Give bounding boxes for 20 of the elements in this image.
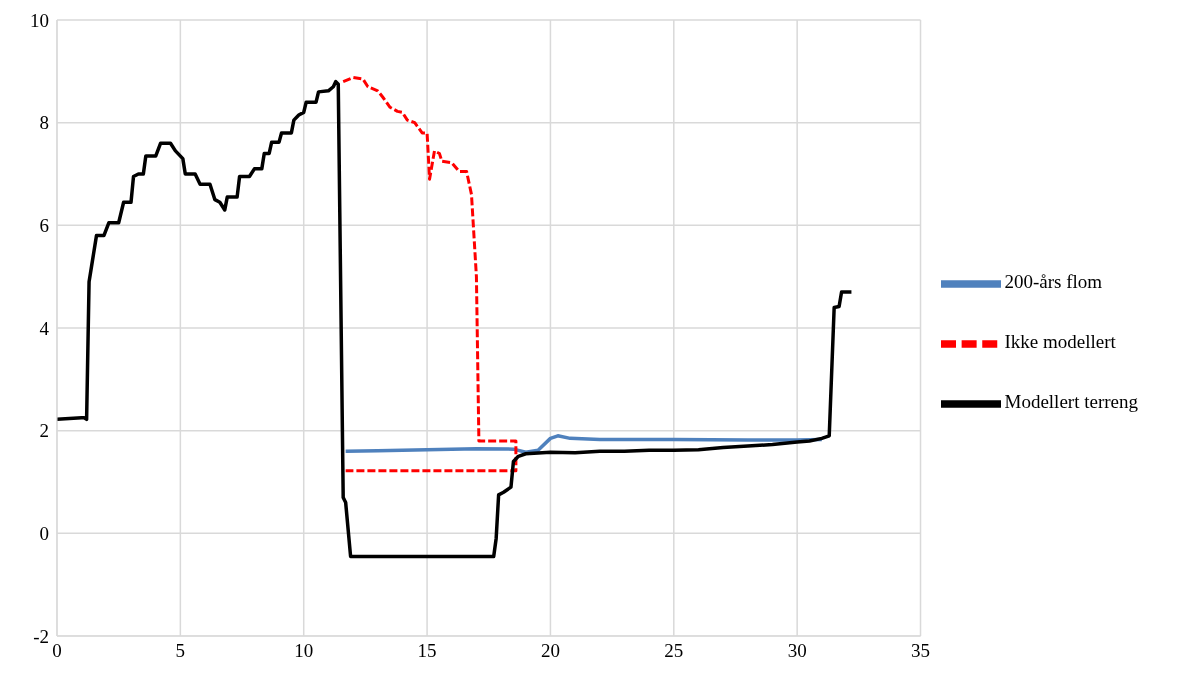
legend-label: Modellert terreng [1004, 391, 1138, 413]
x-tick-label: 30 [787, 640, 807, 662]
legend-label: 200-års flom [1004, 271, 1103, 293]
y-tick-label: 0 [39, 523, 49, 545]
line-series [341, 75, 518, 473]
y-tick-label: 10 [30, 9, 49, 31]
y-tick-label: -2 [33, 625, 49, 647]
x-tick-label: 25 [664, 640, 684, 662]
line-series [343, 434, 824, 454]
x-tick-label: 35 [911, 640, 931, 662]
x-tick-label: 20 [540, 640, 560, 662]
y-tick-label: 8 [39, 112, 49, 134]
x-tick-label: 10 [294, 640, 314, 662]
y-tick-label: 4 [39, 317, 50, 339]
y-tick-label: 6 [39, 215, 49, 237]
x-tick-label: 5 [175, 640, 186, 662]
x-tick-label: 15 [417, 640, 437, 662]
line-series [57, 79, 854, 559]
y-tick-label: 2 [39, 420, 49, 442]
legend-label: Ikke modellert [1004, 331, 1116, 353]
